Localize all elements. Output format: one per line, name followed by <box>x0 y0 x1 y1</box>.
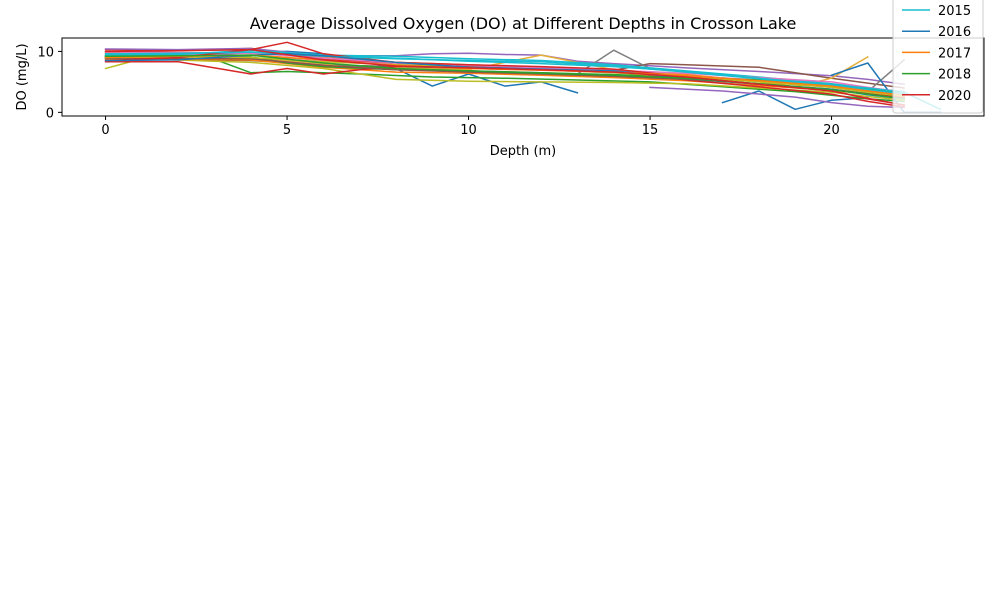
legend-label-2015: 2015 <box>938 4 971 19</box>
x-axis: 0 5 10 15 20 <box>101 116 840 138</box>
legend-box <box>892 0 984 114</box>
legend-label-2018: 2018 <box>938 68 971 83</box>
y-tick-label: 0 <box>46 106 54 121</box>
x-axis-label: Depth (m) <box>490 144 557 159</box>
legend-label-2016: 2016 <box>938 25 971 40</box>
series-line-unlabeled-7 <box>649 86 905 109</box>
x-tick-label: 0 <box>101 123 109 138</box>
legend-label-2020: 2020 <box>938 89 971 104</box>
series-line-unlabeled-11 <box>104 57 905 102</box>
x-tick-label: 20 <box>823 123 840 138</box>
chart-title: Average Dissolved Oxygen (DO) at Differe… <box>250 14 797 33</box>
y-tick-label: 10 <box>37 45 54 60</box>
x-tick-label: 15 <box>642 123 659 138</box>
series-line-2018 <box>104 54 905 100</box>
series-layer <box>104 41 942 114</box>
series-line-2020 <box>104 48 905 106</box>
series-line-unlabeled-18 <box>104 51 905 94</box>
y-axis-label: DO (mg/L) <box>15 43 30 110</box>
plot-frame <box>61 37 985 117</box>
legend-label-2017: 2017 <box>938 46 971 61</box>
series-line-unlabeled-2 <box>721 90 869 111</box>
y-axis: 0 10 <box>37 45 62 121</box>
x-tick-label: 10 <box>460 123 477 138</box>
x-tick-label: 5 <box>283 123 291 138</box>
legend: 2015 2016 2017 2018 2020 <box>892 0 984 114</box>
